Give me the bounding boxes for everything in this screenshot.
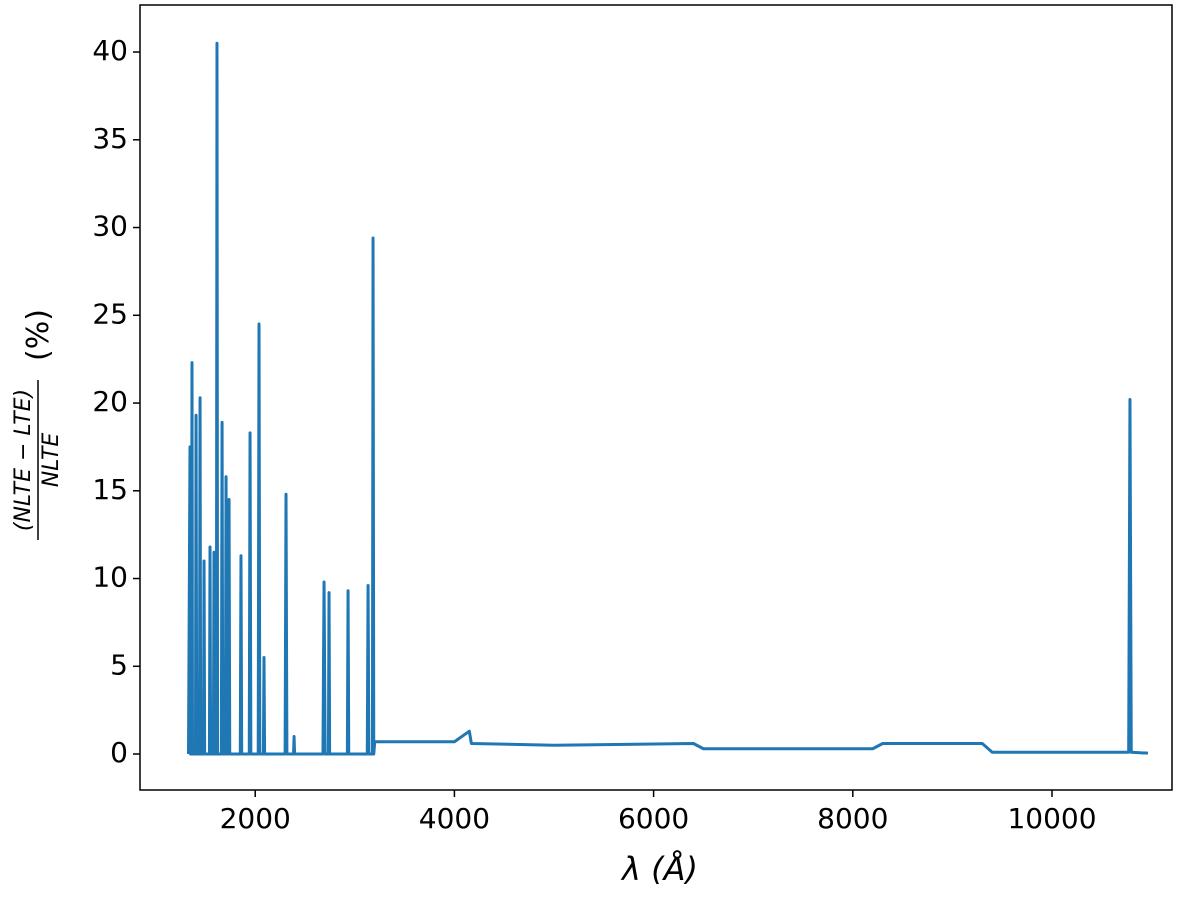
y-tick-label: 15 <box>92 473 128 506</box>
x-tick-label: 8000 <box>817 802 888 835</box>
y-label-unit: (%) <box>21 309 56 361</box>
y-tick-label: 5 <box>110 648 128 681</box>
y-axis-label: (NLTE − LTE) NLTE (%) <box>11 309 64 540</box>
x-tick-label: 4000 <box>419 802 490 835</box>
x-tick-label: 6000 <box>618 802 689 835</box>
y-tick-label: 0 <box>110 736 128 769</box>
y-tick-label: 35 <box>92 122 128 155</box>
x-tick-label: 10000 <box>1007 802 1096 835</box>
x-axis-label: λ (Å) <box>620 850 698 888</box>
y-tick-label: 10 <box>92 561 128 594</box>
y-label-numerator: (NLTE − LTE) <box>11 389 36 531</box>
y-tick-label: 20 <box>92 385 128 418</box>
x-tick-label: 2000 <box>220 802 291 835</box>
y-tick-label: 25 <box>92 297 128 330</box>
y-tick-label: 30 <box>92 210 128 243</box>
plot-frame <box>139 4 1173 791</box>
spectrum-line <box>187 41 1149 756</box>
y-tick-label: 40 <box>92 34 128 67</box>
y-label-denominator: NLTE <box>39 433 64 488</box>
